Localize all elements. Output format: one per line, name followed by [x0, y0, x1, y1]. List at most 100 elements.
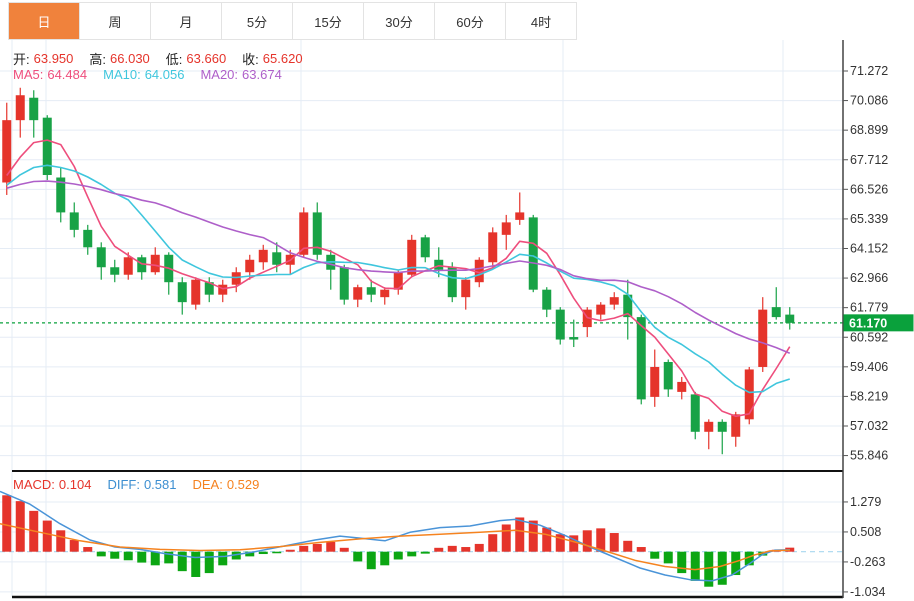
candle-body: [609, 297, 619, 305]
candle-body: [56, 177, 66, 213]
ma20-line: [6, 180, 791, 354]
macd-bar: [69, 540, 79, 552]
axis-tick-label: 57.032: [850, 419, 888, 433]
axis-tick-label: 70.086: [850, 94, 888, 108]
macd-label: MACD:: [13, 477, 55, 492]
macd-bar: [272, 551, 282, 554]
macd-bar: [744, 551, 754, 566]
axis-tick-label: 59.406: [850, 360, 888, 374]
candle-body: [393, 272, 403, 290]
macd-bar: [204, 551, 214, 574]
axis-labels-layer: 71.272 70.086 68.899 67.712 66.526 65.339 64.1…: [843, 64, 888, 599]
macd-bar: [474, 543, 484, 552]
axis-tick-label: 65.339: [850, 212, 888, 226]
tab-week[interactable]: 周: [80, 3, 151, 39]
tab-day[interactable]: 日: [9, 3, 80, 39]
candle-body: [677, 381, 687, 392]
open-value: 63.950: [33, 51, 74, 66]
macd-bar: [393, 551, 403, 560]
candle-body: [110, 267, 120, 275]
candle-body: [366, 287, 376, 295]
macd-bar: [717, 551, 727, 585]
candle-body: [623, 294, 633, 318]
axis-tick-label: 60.592: [850, 330, 888, 344]
candle-body: [569, 337, 579, 340]
macd-bar: [623, 540, 633, 552]
macd-bar: [380, 551, 390, 566]
candle-body: [528, 217, 538, 290]
ma5-value: 64.484: [47, 67, 88, 82]
macd-bar: [150, 551, 160, 566]
macd-bar: [663, 551, 673, 564]
candle-body: [353, 287, 363, 300]
macd-bar: [164, 551, 174, 564]
macd-bar: [636, 547, 646, 552]
macd-bar: [191, 551, 201, 577]
candle-body: [312, 212, 322, 255]
candle-body: [434, 259, 444, 270]
macd-bar: [488, 534, 498, 552]
candle-body: [299, 212, 309, 255]
low-label: 低:: [165, 52, 183, 67]
macd-bar: [420, 551, 430, 554]
open-label: 开:: [13, 52, 30, 67]
candle-body: [663, 361, 673, 390]
candle-body: [515, 212, 525, 220]
candle-body: [717, 421, 727, 432]
macd-bar: [83, 547, 93, 552]
candle-body: [258, 249, 268, 263]
candle-body: [555, 309, 565, 340]
candle-body: [771, 307, 781, 318]
frame-layer: [12, 40, 844, 599]
macd-bar: [15, 501, 25, 552]
candle-body: [542, 289, 552, 310]
close-value: 65.620: [262, 51, 303, 66]
candle-body: [501, 222, 511, 235]
candle-body: [204, 282, 214, 295]
current-price-badge: 61.170: [843, 314, 914, 332]
grid-layer: [0, 40, 843, 597]
candle-body: [474, 259, 484, 283]
macd-bar: [245, 551, 255, 557]
candle-body: [150, 254, 160, 273]
macd-lines-layer: [0, 490, 791, 582]
macd-bar: [609, 533, 619, 552]
ma-header: MA5: 64.484 MA10: 64.056 MA20: 63.674: [13, 67, 286, 82]
candle-body: [96, 247, 106, 268]
macd-bar: [231, 551, 241, 560]
candle-body: [731, 414, 741, 437]
candle-body: [137, 257, 147, 273]
candle-body: [488, 232, 498, 263]
macd-bar: [299, 545, 309, 552]
dea-label: DEA:: [192, 477, 223, 492]
candle-body: [42, 117, 52, 176]
tab-4hour[interactable]: 4时: [506, 3, 577, 39]
candles-layer: [2, 87, 795, 455]
tab-5min[interactable]: 5分: [222, 3, 293, 39]
candle-body: [650, 366, 660, 397]
macd-bar: [110, 551, 120, 559]
ohlc-header: 开: 63.950 高: 66.030 低: 63.660 收: 65.620: [13, 49, 307, 68]
tab-60min[interactable]: 60分: [435, 3, 506, 39]
candle-body: [690, 394, 700, 432]
macd-bar: [339, 547, 349, 552]
axis-tick-label: 1.279: [850, 495, 881, 509]
candle-body: [15, 95, 25, 121]
macd-bar: [366, 551, 376, 570]
macd-bar: [528, 520, 538, 552]
candle-body: [596, 304, 606, 315]
tab-30min[interactable]: 30分: [364, 3, 435, 39]
tab-15min[interactable]: 15分: [293, 3, 364, 39]
axis-tick-label: 71.272: [850, 64, 888, 78]
candle-body: [447, 267, 457, 298]
macd-bar: [353, 551, 363, 562]
tab-month[interactable]: 月: [151, 3, 222, 39]
macd-bar: [447, 545, 457, 552]
macd-bar: [56, 530, 66, 552]
high-value: 66.030: [110, 51, 150, 66]
candle-body: [744, 369, 754, 420]
macd-bar: [555, 534, 565, 552]
macd-bar: [501, 524, 511, 552]
close-label: 收:: [242, 52, 259, 67]
